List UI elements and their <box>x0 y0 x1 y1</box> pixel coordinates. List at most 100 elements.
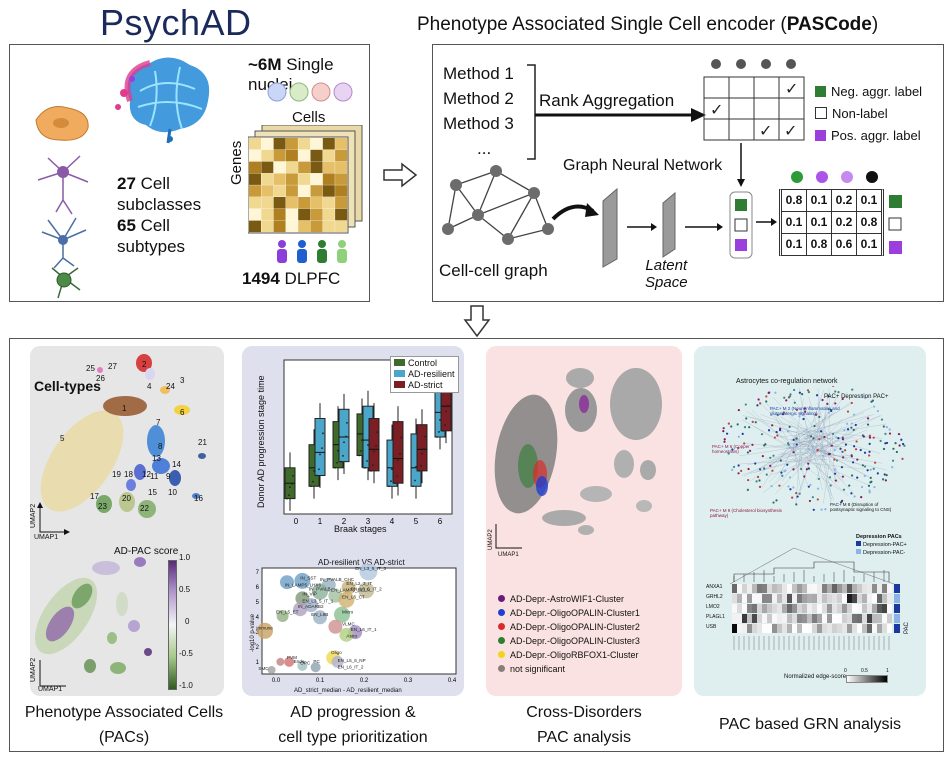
prob-cell: 0.1 <box>807 212 832 233</box>
braak-tick: 5 <box>414 517 419 526</box>
matrix-cell <box>310 185 323 197</box>
network-edge <box>798 450 849 497</box>
cross-disorder-panel: UMAP1 UMAP2 AD-Depr.-AstroWIF1-Cluster AD… <box>486 346 682 696</box>
legend-non: Non-label <box>815 103 922 125</box>
grn-caption: PAC based GRN analysis <box>719 716 901 733</box>
network-node <box>800 411 803 415</box>
network-node <box>818 438 821 441</box>
matrix-cell <box>249 220 261 233</box>
network-node <box>888 432 892 435</box>
box-point <box>400 436 402 439</box>
matrix-cell <box>322 161 335 174</box>
box-point <box>336 461 338 464</box>
umap1-label-top: UMAP1 <box>34 534 59 541</box>
box-point <box>375 444 377 447</box>
heatmap-cell <box>867 594 872 603</box>
celltype-umap <box>40 354 206 518</box>
braak-tick: 1 <box>318 517 323 526</box>
box-point <box>438 431 440 433</box>
neuron-blue-icon <box>41 217 87 269</box>
network-edge <box>801 407 873 439</box>
network-edge <box>821 432 844 451</box>
matrix-cell <box>298 138 311 150</box>
heatmap-cell <box>797 624 802 633</box>
network-node <box>868 436 872 439</box>
heatmap-cell <box>777 604 782 613</box>
matrix-cell <box>310 220 323 233</box>
svg-text:✓: ✓ <box>759 123 772 140</box>
heatmap-cell <box>812 584 817 593</box>
scatter-point <box>304 598 319 613</box>
network-edge <box>765 451 822 459</box>
cluster-number: 6 <box>180 408 185 417</box>
network-node <box>813 424 816 428</box>
gnn-label: Graph Neural Network <box>563 157 723 174</box>
network-node <box>759 468 762 471</box>
network-node <box>796 495 799 498</box>
heatmap-cell <box>862 594 867 603</box>
heatmap-cell <box>787 594 792 603</box>
gene-labels: ANXA1 GRHL2 LMO2 PLAGL1 USB <box>706 584 725 630</box>
network-node <box>888 428 891 431</box>
heatmap-cell <box>842 614 847 623</box>
network-node <box>868 450 871 453</box>
matrix-cell <box>298 185 311 197</box>
network-node <box>787 485 790 488</box>
network-node <box>744 403 747 406</box>
network-node <box>863 465 867 468</box>
network-node <box>731 468 734 471</box>
network-edge <box>798 414 875 435</box>
network-node <box>767 429 771 432</box>
matrix-cell <box>261 161 274 174</box>
network-node <box>850 426 853 429</box>
network-node <box>775 499 778 502</box>
pac-indicator <box>894 604 900 613</box>
heatmap-cell <box>857 614 862 623</box>
heatmap-cell <box>782 604 787 613</box>
subclass-text: 27 Cell subclasses 65 Cell subtypes <box>117 174 202 256</box>
prioritization-scatter: 0.00.10.20.30.47654321IN_LAMP5_LHX6IN_SS… <box>256 564 457 684</box>
network-edge <box>817 388 820 436</box>
network-node <box>837 437 840 440</box>
matrix-cell <box>273 173 286 185</box>
down-arrow-icon <box>463 305 491 338</box>
network-node <box>781 474 784 477</box>
network-node <box>871 399 874 402</box>
heatmap-cell <box>887 604 892 613</box>
matrix-cell <box>285 220 298 233</box>
network-node <box>779 428 782 432</box>
network-node <box>827 453 831 456</box>
network-node <box>761 455 764 458</box>
heatmap-cell <box>807 584 812 593</box>
box-point <box>318 468 320 471</box>
network-node <box>873 486 876 489</box>
network-node <box>804 410 807 413</box>
scatter-label: EN_L6B <box>311 612 328 617</box>
matrix-cell <box>261 197 274 209</box>
box-point <box>358 454 360 457</box>
network-edge <box>817 435 854 460</box>
heatmap-cell <box>752 604 757 613</box>
network-node <box>901 457 904 461</box>
network-node <box>850 455 853 458</box>
network-edge <box>819 435 881 454</box>
scatter-xtick: 0.2 <box>360 678 369 684</box>
heatmap-cell <box>782 614 787 623</box>
heatmap-cell <box>772 614 777 623</box>
matrix-cell <box>310 173 323 185</box>
network-node <box>881 478 885 481</box>
scatter-xtick: 0.4 <box>448 678 457 684</box>
network-node <box>816 487 820 490</box>
network-node <box>876 409 879 413</box>
network-node <box>775 431 778 434</box>
prob-cell: 0.8 <box>860 215 878 229</box>
heatmap-cell <box>817 614 822 623</box>
legend-dot <box>498 623 505 630</box>
box-point <box>367 444 369 446</box>
cross-legend-item: AD-Depr.-OligoOPALIN-Cluster2 <box>498 620 640 634</box>
network-node <box>723 438 726 441</box>
network-node <box>882 425 885 428</box>
cross-umap2: UMAP2 <box>488 529 494 550</box>
network-edge <box>739 459 828 465</box>
matrix-cell <box>261 173 274 185</box>
